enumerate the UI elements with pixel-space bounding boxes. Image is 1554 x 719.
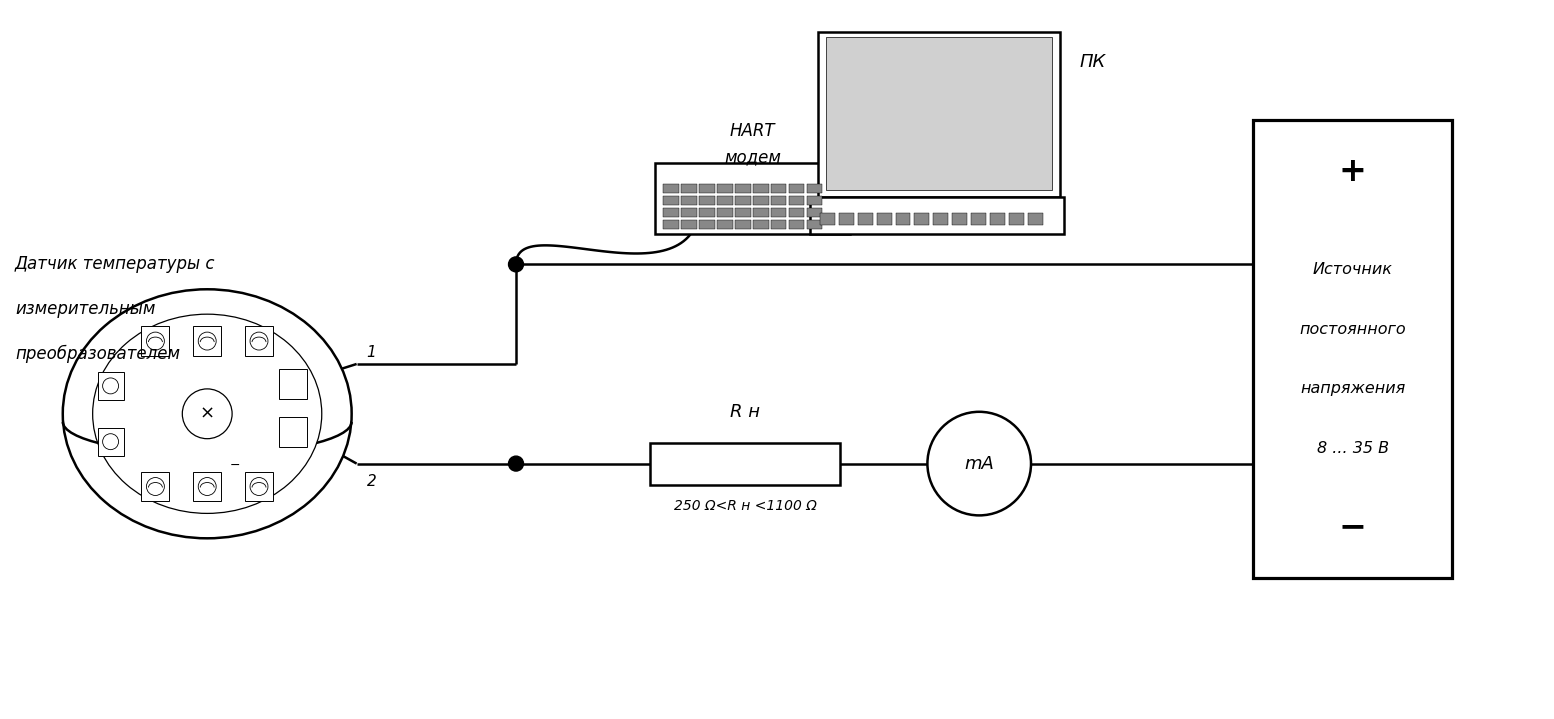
Bar [681,196,696,205]
Bar [821,213,834,224]
Bar [278,369,306,399]
Bar [735,196,751,205]
Bar [895,213,911,224]
Bar [934,213,948,224]
Circle shape [182,389,232,439]
Text: 250 Ω<R н <1100 Ω: 250 Ω<R н <1100 Ω [674,500,816,513]
Bar [735,183,751,193]
Bar [754,183,769,193]
Bar [789,183,805,193]
Ellipse shape [93,314,322,513]
Bar [664,208,679,216]
Text: +: + [1340,155,1366,188]
Bar [754,219,769,229]
Bar [718,219,732,229]
Text: 8 ... 35 В: 8 ... 35 В [1316,441,1389,456]
Bar [858,213,873,224]
Bar [735,219,751,229]
Bar [656,162,850,234]
Text: mA: mA [965,454,995,472]
Bar [971,213,987,224]
Bar [953,213,967,224]
Bar [98,372,123,400]
Text: 1: 1 [367,345,376,360]
Circle shape [199,477,216,495]
Bar [246,472,274,501]
Text: R н: R н [730,403,760,421]
Bar [681,219,696,229]
Text: Источник: Источник [1313,262,1392,277]
Bar [1029,213,1043,224]
Bar [699,219,715,229]
Bar [1253,120,1453,578]
Bar [817,32,1060,196]
Circle shape [508,257,524,272]
Circle shape [199,332,216,350]
Text: преобразователем: преобразователем [16,345,180,363]
Bar [718,208,732,216]
Text: −: − [230,459,241,472]
Bar [810,196,1064,234]
Bar [681,208,696,216]
Bar [98,428,123,456]
Text: модем: модем [724,149,782,167]
Bar [664,219,679,229]
Bar [664,183,679,193]
Bar [735,208,751,216]
Bar [754,196,769,205]
Bar [699,196,715,205]
Bar [246,326,274,356]
Text: измерительным: измерительным [16,301,155,319]
Circle shape [103,378,118,394]
Bar [651,443,839,485]
Bar [664,196,679,205]
Text: напряжения: напряжения [1301,381,1405,396]
Bar [876,213,892,224]
Bar [914,213,929,224]
Bar [807,196,822,205]
Bar [754,208,769,216]
Bar [789,208,805,216]
Bar [807,219,822,229]
Bar [990,213,1005,224]
Bar [718,196,732,205]
Bar [771,196,786,205]
Bar [789,196,805,205]
Bar [141,326,169,356]
Text: ×: × [199,405,214,423]
Bar [771,183,786,193]
Circle shape [250,477,267,495]
Bar [825,37,1052,190]
Bar [699,183,715,193]
Bar [807,183,822,193]
Circle shape [146,332,165,350]
Bar [681,183,696,193]
Bar [718,183,732,193]
Text: HART: HART [730,122,775,140]
Bar [771,208,786,216]
Bar [141,472,169,501]
Bar [1009,213,1024,224]
Bar [839,213,853,224]
Bar [699,208,715,216]
Bar [193,326,221,356]
Bar [807,208,822,216]
Text: 2: 2 [367,474,376,488]
Text: ПК: ПК [1080,53,1106,71]
Text: −: − [1338,510,1368,543]
Ellipse shape [62,289,351,539]
Circle shape [250,332,267,350]
Circle shape [103,434,118,449]
Text: Датчик температуры с: Датчик температуры с [16,255,216,273]
Text: постоянного: постоянного [1299,321,1406,336]
Bar [278,417,306,446]
Circle shape [146,477,165,495]
Circle shape [508,456,524,471]
Bar [193,472,221,501]
Bar [789,219,805,229]
Circle shape [928,412,1030,516]
Bar [771,219,786,229]
